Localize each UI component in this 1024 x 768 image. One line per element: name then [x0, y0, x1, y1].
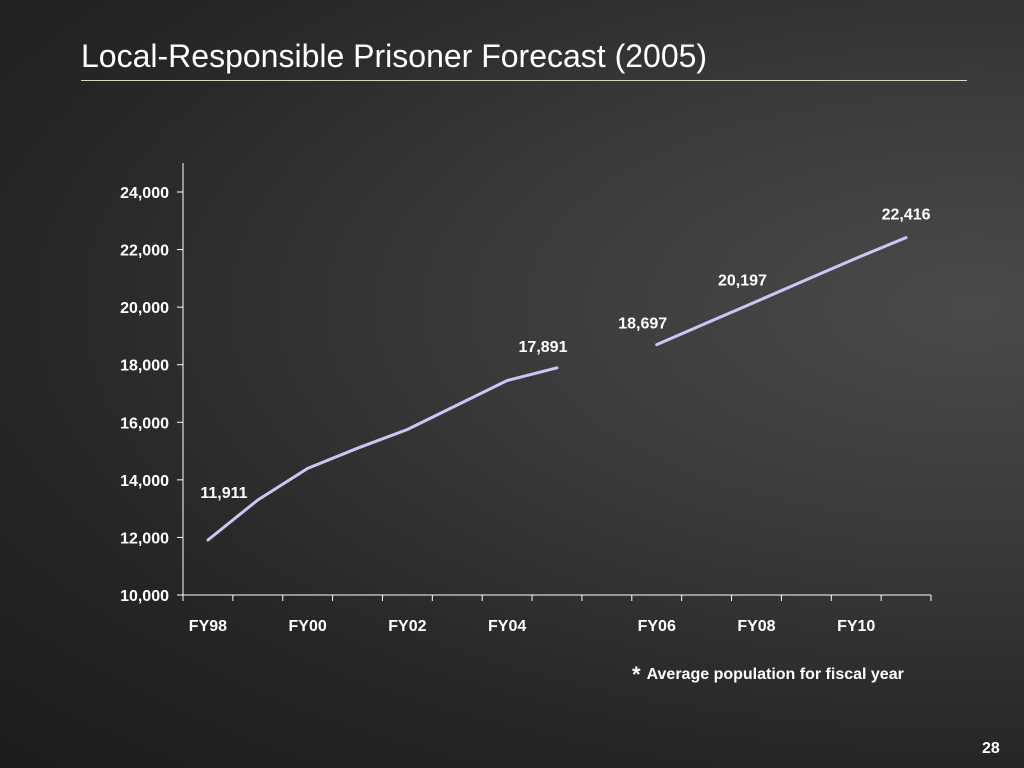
x-tick-label: FY04 — [488, 618, 526, 635]
title-divider — [81, 80, 967, 81]
y-tick-label: 22,000 — [120, 243, 169, 260]
x-tick-label: FY98 — [189, 618, 227, 635]
series-line-1 — [206, 366, 559, 542]
series-line-2 — [655, 236, 908, 347]
data-label: 20,197 — [718, 272, 767, 289]
data-label: 11,911 — [200, 485, 247, 502]
y-tick-label: 24,000 — [120, 185, 169, 202]
page-number: 28 — [982, 740, 1000, 757]
footnote-asterisk: * — [632, 662, 641, 687]
y-tick-label: 20,000 — [120, 300, 169, 317]
y-tick-label: 12,000 — [120, 530, 169, 547]
x-tick-label: FY00 — [289, 618, 327, 635]
y-tick-label: 10,000 — [120, 588, 169, 605]
x-tick-label: FY10 — [837, 618, 875, 635]
x-tick-label: FY08 — [737, 618, 775, 635]
y-tick-label: 18,000 — [120, 358, 169, 375]
y-tick-label: 14,000 — [120, 473, 169, 490]
footnote: * Average population for fiscal year — [632, 662, 904, 688]
x-tick-label: FY02 — [388, 618, 426, 635]
data-label: 18,697 — [618, 316, 667, 333]
data-label: 17,891 — [519, 339, 568, 356]
y-tick-label: 16,000 — [120, 415, 169, 432]
page-title: Local-Responsible Prisoner Forecast (200… — [81, 38, 708, 74]
x-tick-label: FY06 — [638, 618, 676, 635]
footnote-text: Average population for fiscal year — [646, 666, 904, 683]
data-label: 22,416 — [882, 207, 931, 224]
